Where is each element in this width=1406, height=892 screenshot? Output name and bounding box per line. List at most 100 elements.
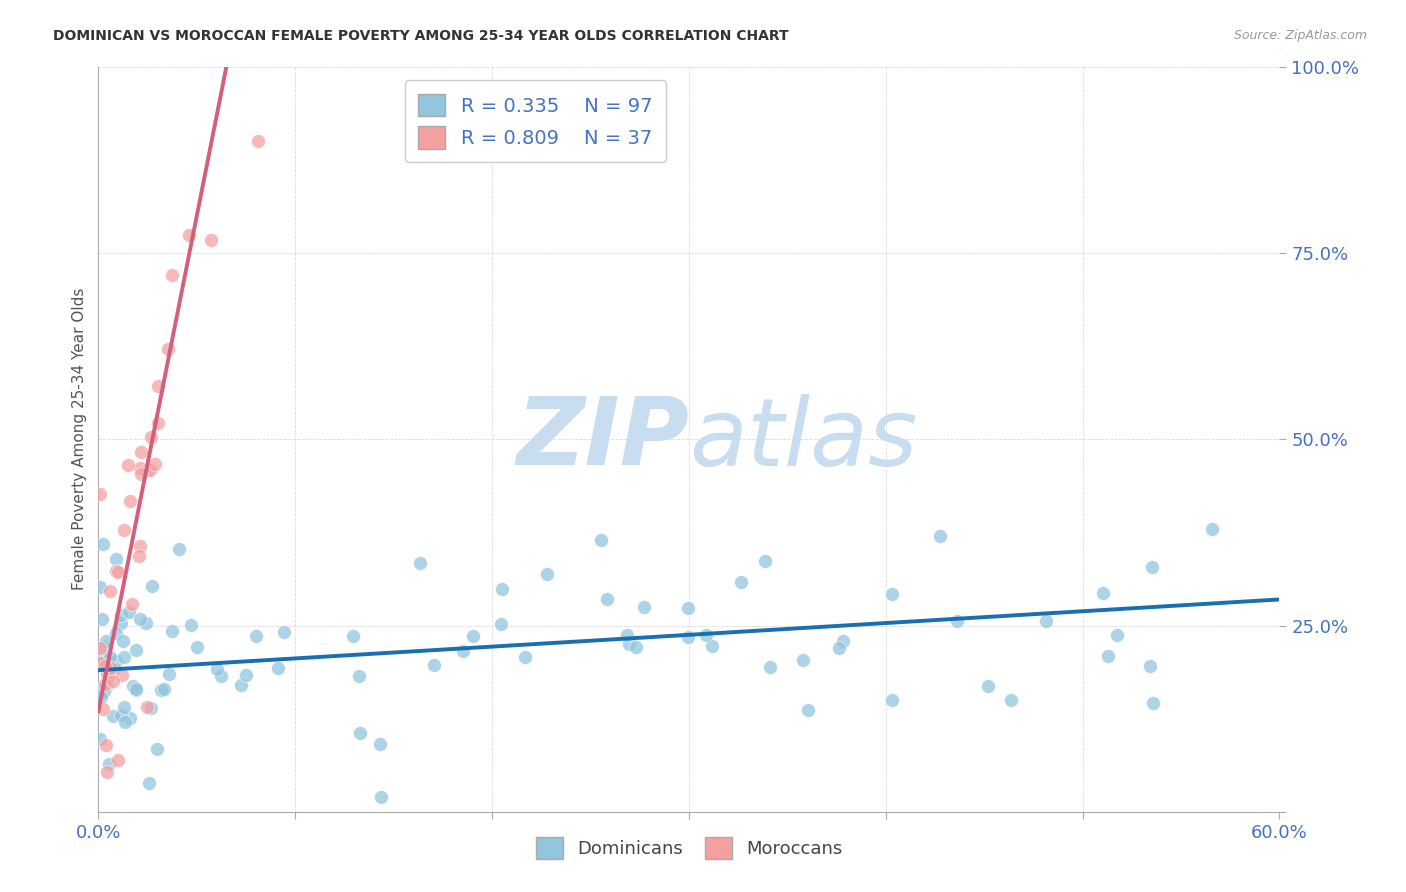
Point	[1201, 523, 1223, 537]
Point	[107, 565, 129, 579]
Point	[89, 657, 111, 671]
Point	[89, 641, 111, 656]
Point	[180, 618, 202, 632]
Point	[94, 676, 117, 690]
Point	[143, 457, 166, 471]
Point	[1035, 614, 1057, 628]
Point	[491, 617, 513, 632]
Point	[370, 789, 392, 804]
Point	[1000, 693, 1022, 707]
Point	[89, 581, 111, 595]
Point	[101, 673, 124, 688]
Point	[928, 529, 950, 543]
Point	[90, 690, 112, 704]
Point	[90, 649, 112, 664]
Point	[678, 630, 700, 644]
Point	[1097, 649, 1119, 664]
Point	[96, 678, 118, 692]
Point	[797, 703, 820, 717]
Point	[1140, 559, 1163, 574]
Point	[423, 657, 446, 672]
Point	[153, 682, 176, 697]
Point	[169, 541, 191, 556]
Point	[513, 650, 536, 665]
Point	[179, 228, 201, 243]
Text: ZIP: ZIP	[516, 393, 689, 485]
Point	[124, 643, 146, 657]
Point	[976, 679, 998, 693]
Point	[619, 637, 641, 651]
Point	[633, 599, 655, 614]
Text: Source: ZipAtlas.com: Source: ZipAtlas.com	[1233, 29, 1367, 43]
Point	[200, 233, 222, 247]
Point	[342, 630, 364, 644]
Point	[128, 549, 150, 564]
Point	[139, 463, 162, 477]
Point	[209, 669, 232, 683]
Y-axis label: Female Poverty Among 25-34 Year Olds: Female Poverty Among 25-34 Year Olds	[72, 288, 87, 591]
Point	[111, 668, 134, 682]
Point	[695, 628, 717, 642]
Point	[1142, 696, 1164, 710]
Point	[160, 624, 183, 638]
Point	[156, 343, 179, 357]
Point	[90, 683, 112, 698]
Point	[149, 682, 172, 697]
Point	[759, 660, 782, 674]
Point	[138, 776, 160, 790]
Point	[146, 379, 169, 393]
Point	[135, 700, 157, 714]
Point	[107, 753, 129, 767]
Point	[110, 608, 132, 623]
Point	[96, 764, 118, 779]
Point	[111, 634, 134, 648]
Point	[89, 732, 111, 747]
Point	[139, 701, 162, 715]
Point	[157, 667, 180, 681]
Point	[105, 625, 128, 640]
Point	[235, 668, 257, 682]
Point	[186, 640, 208, 655]
Point	[595, 591, 617, 606]
Point	[100, 661, 122, 675]
Point	[160, 268, 183, 283]
Point	[118, 494, 141, 508]
Point	[245, 629, 267, 643]
Point	[128, 539, 150, 553]
Point	[676, 600, 699, 615]
Point	[141, 579, 163, 593]
Point	[880, 587, 903, 601]
Point	[131, 467, 153, 481]
Point	[139, 429, 162, 443]
Point	[98, 756, 121, 771]
Point	[491, 582, 513, 596]
Point	[1105, 627, 1128, 641]
Point	[347, 669, 370, 683]
Point	[700, 639, 723, 653]
Point	[616, 628, 638, 642]
Point	[94, 659, 117, 673]
Point	[112, 699, 135, 714]
Point	[104, 551, 127, 566]
Point	[101, 709, 124, 723]
Point	[624, 640, 647, 654]
Point	[114, 714, 136, 729]
Point	[97, 670, 120, 684]
Point	[117, 458, 139, 473]
Point	[267, 661, 290, 675]
Point	[409, 556, 432, 570]
Point	[368, 737, 391, 751]
Point	[103, 657, 125, 672]
Text: atlas: atlas	[689, 393, 917, 485]
Point	[96, 665, 118, 680]
Point	[730, 575, 752, 590]
Point	[98, 584, 121, 599]
Point	[94, 634, 117, 648]
Point	[831, 633, 853, 648]
Point	[591, 533, 613, 547]
Point	[112, 523, 135, 537]
Point	[91, 612, 114, 626]
Point	[273, 625, 295, 640]
Point	[118, 711, 141, 725]
Point	[828, 641, 851, 656]
